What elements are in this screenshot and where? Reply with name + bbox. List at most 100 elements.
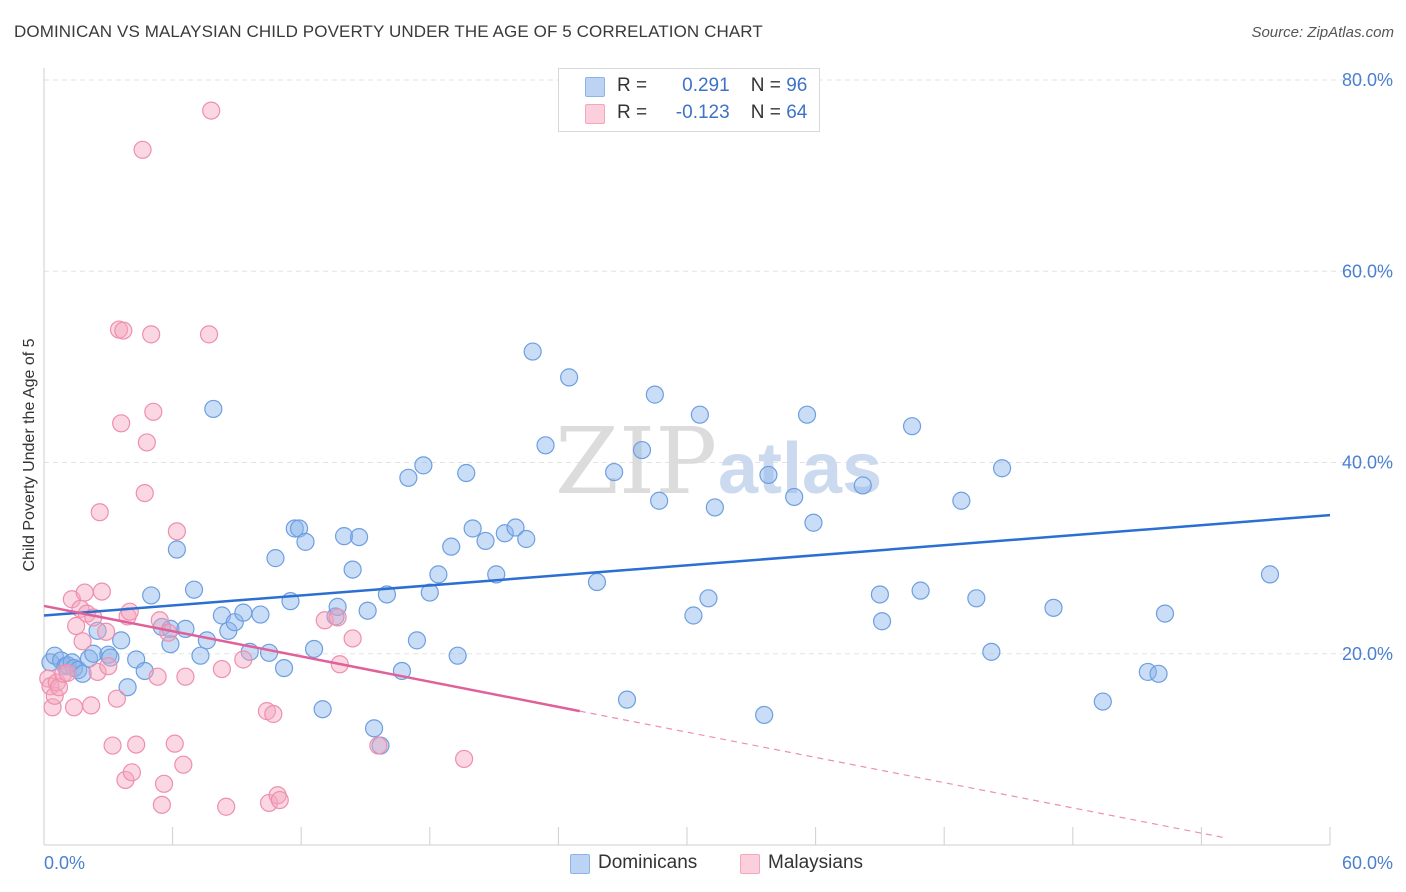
legend-r-value: -0.123 [675,102,730,123]
legend-n-label: N = [750,102,781,123]
malaysians-legend-swatch [740,854,760,874]
dominican-point [118,678,137,697]
dominican-point [872,612,892,631]
dominican-point [902,417,922,436]
dominican-point [191,646,210,665]
dominican-point [517,529,536,549]
malaysian-point [176,667,195,686]
dominican-point [1093,692,1112,711]
dominican-point [358,601,377,620]
dominican-point [184,580,204,599]
dominicans-swatch [585,77,605,97]
dominican-point [328,597,347,616]
legend-n-value: 64 [786,102,808,123]
malaysian-point [264,704,283,724]
legend-r-label: R = [617,102,648,123]
malaysian-point [328,608,347,627]
dominican-point [161,635,180,654]
dominican-point [699,589,718,608]
dominican-point [274,658,294,678]
dominican-point [259,643,279,662]
malaysian-point [103,736,122,755]
dominican-point [759,465,778,485]
tick-labels: 80.0% 60.0% 40.0% 20.0% 0.0% 60.0% [44,70,1393,873]
watermark-atlas: atlas [718,429,882,509]
dominicans-trendline [43,513,1331,617]
dominican-point [755,705,774,725]
dominican-point [1044,598,1063,617]
dominican-point [296,532,315,551]
malaysian-point [174,755,193,774]
malaysian-point [112,414,131,433]
malaysian-point [137,433,156,452]
y-tick-label: 80.0% [1342,70,1393,90]
dominican-point [690,405,709,424]
y-tick-label: 40.0% [1342,453,1393,473]
dominican-point [587,572,607,592]
dominican-point [705,498,724,517]
malaysian-point [97,622,116,641]
malaysian-point [142,325,161,344]
x-tick-label: 60.0% [1342,853,1393,873]
dominican-point [870,585,890,604]
malaysian-point [202,101,221,120]
trendlines [43,513,1331,838]
dominican-point [992,459,1012,478]
dominican-point [536,436,555,455]
malaysian-point [165,734,184,753]
dominicans-points [41,342,1280,755]
dominican-point [343,560,362,579]
malaysian-point [88,662,107,682]
malaysian-point [92,582,111,601]
gridlines [44,79,1392,655]
dominican-point [442,537,461,556]
malaysian-point [114,321,133,340]
y-tick-label: 60.0% [1342,261,1393,281]
malaysians-swatch [585,104,605,124]
dominican-point [167,540,186,559]
dominican-point [463,519,482,538]
dominican-point [797,405,817,424]
dominican-point [266,549,285,568]
legend-n-value: 96 [786,75,808,96]
dominican-point [1260,565,1280,584]
dominican-point [495,524,514,543]
dominicans-legend-label: Dominicans [598,852,698,873]
dominican-point [804,513,823,532]
malaysian-point [99,657,118,676]
malaysian-point [454,749,474,769]
malaysians-points [39,101,474,816]
dominican-point [645,385,664,404]
dominican-point [476,531,495,551]
dominican-point [967,589,986,608]
dominican-point [251,605,270,624]
dominican-point [285,519,304,538]
malaysian-point [43,698,62,717]
malaysian-point [154,774,174,793]
watermark-zip: ZIP [555,408,717,515]
malaysian-point [67,616,86,636]
dominican-point [853,476,872,495]
watermark: ZIP atlas [555,408,882,515]
dominican-point [506,518,525,537]
malaysian-point [120,602,139,621]
dominican-point [73,664,92,683]
malaysian-point [64,698,84,717]
legend-r-label: R = [617,75,648,96]
dominican-point [364,719,384,738]
dominican-point [197,631,216,650]
dominican-point [142,586,161,605]
dominican-point [684,606,703,625]
dominican-point [448,646,467,665]
malaysian-point [343,629,362,648]
malaysian-point [127,735,146,754]
malaysian-point [75,583,94,602]
malaysian-point [58,663,77,682]
dominican-point [334,527,354,546]
source-label: Source: ZipAtlas.com [1251,24,1394,41]
dominican-point [523,342,542,361]
malaysian-point [148,667,167,686]
malaysian-point [133,140,152,159]
dominican-point [785,487,804,507]
